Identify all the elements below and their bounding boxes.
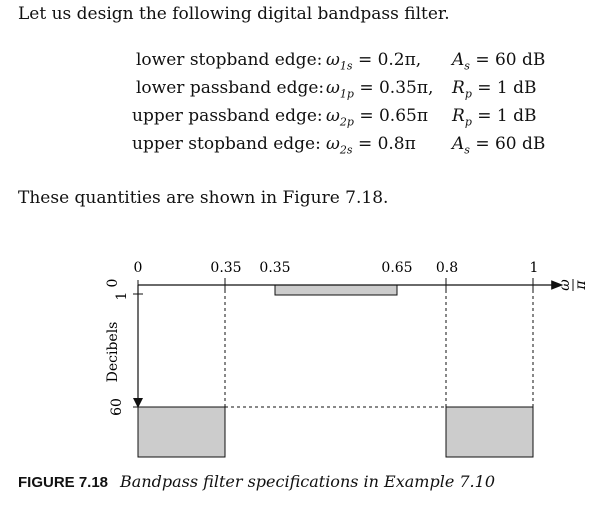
left-tick-label: 60	[109, 398, 125, 416]
intro-paragraph: Let us design the following digital band…	[18, 4, 450, 24]
tick-label: 1	[530, 260, 539, 276]
spec-param: As = 60 dB	[452, 134, 546, 157]
spec-omega: ω1s = 0.2π,	[326, 50, 422, 73]
x-axis-label-den: π	[573, 280, 589, 291]
decibel-axis-arrow	[133, 398, 143, 408]
spec-label: lower stopband edge:	[136, 50, 323, 70]
tick-label: 0.35	[259, 260, 290, 276]
lower-stopband-region	[137, 406, 226, 458]
tick-label: 0.8	[436, 260, 458, 276]
spec-omega: ω2p = 0.65π	[326, 106, 429, 129]
spec-param: Rp = 1 dB	[452, 106, 537, 129]
bandpass-figure: 0 0.35 0.35 0.65 0.8 1 0 1 60 Decibels ω…	[105, 260, 589, 458]
left-tick-label: 1	[114, 292, 130, 301]
spec-param: As = 60 dB	[452, 50, 546, 73]
tick-label: 0	[134, 260, 143, 276]
spec-omega: ω2s = 0.8π	[326, 134, 416, 157]
spec-label: upper stopband edge:	[132, 134, 321, 154]
passband-ripple-region	[274, 284, 398, 296]
y-axis-label: Decibels	[105, 322, 121, 383]
figure-caption: FIGURE 7.18 Bandpass filter specification…	[18, 472, 495, 491]
tick-label: 0.65	[381, 260, 412, 276]
spec-omega: ω1p = 0.35π,	[326, 78, 434, 101]
spec-label: upper passband edge:	[132, 106, 323, 126]
spec-label: lower passband edge:	[136, 78, 325, 98]
x-axis-label: ω π	[557, 279, 589, 291]
figure-reference: These quantities are shown in Figure 7.1…	[18, 188, 389, 208]
left-tick-label: 0	[105, 279, 121, 288]
upper-stopband-region	[445, 406, 534, 458]
tick-label: 0.35	[210, 260, 241, 276]
spec-param: Rp = 1 dB	[452, 78, 537, 101]
caption-label: FIGURE 7.18	[18, 474, 109, 491]
x-axis-label-num: ω	[557, 279, 573, 291]
caption-text: Bandpass filter specifications in Exampl…	[120, 472, 495, 491]
